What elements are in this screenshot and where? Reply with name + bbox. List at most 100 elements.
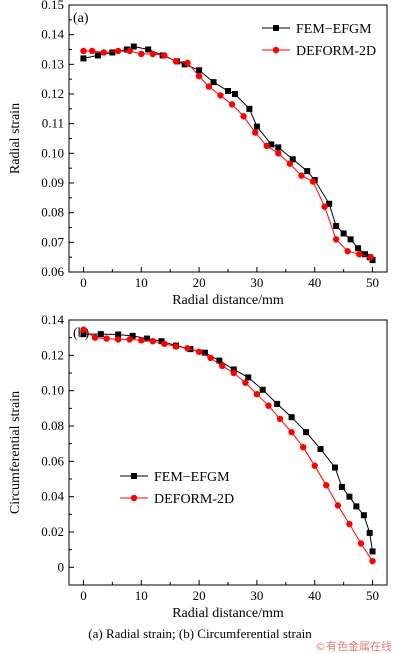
data-point-square: [158, 338, 165, 345]
data-point-circle: [195, 73, 203, 80]
y-tick-label: 0.10: [41, 383, 64, 398]
data-point-circle: [298, 172, 305, 179]
y-tick-label: 0.14: [41, 27, 64, 42]
data-point-circle: [323, 481, 330, 489]
data-point-circle: [126, 47, 133, 55]
data-point-square: [303, 429, 310, 436]
legend-marker-square: [131, 473, 137, 479]
data-point-circle: [299, 444, 307, 451]
y-tick-label: 0.14: [41, 312, 64, 327]
data-point-circle: [334, 502, 342, 509]
data-point-square: [268, 141, 275, 148]
data-point-square: [317, 445, 324, 452]
data-point-square: [347, 236, 354, 243]
data-point-circle: [357, 540, 365, 547]
data-point-circle: [309, 178, 317, 185]
data-point-circle: [184, 345, 191, 352]
y-tick-label: 0: [58, 559, 65, 574]
data-point-square: [355, 245, 362, 252]
data-point-circle: [311, 462, 318, 469]
y-tick-label: 0.02: [41, 524, 64, 539]
figure-caption: (a) Radial strain; (b) Circumferential s…: [88, 626, 312, 641]
data-point-square: [369, 257, 376, 264]
panel-a-chart: 0 10 20 30 40 50 0.06 0.07 0.08 0.09 0.10 0.11 0.12 0…: [8, 0, 388, 308]
data-point-circle: [263, 142, 270, 150]
data-point-circle: [172, 58, 180, 65]
data-point-circle: [286, 160, 294, 167]
data-point-square: [145, 46, 152, 53]
x-tick-label: 20: [193, 588, 206, 603]
data-point-circle: [253, 391, 261, 398]
data-point-circle: [321, 203, 328, 210]
y-tick-label: 0.12: [41, 347, 64, 362]
data-point-square: [362, 251, 369, 258]
data-point-circle: [344, 248, 351, 255]
y-tick-label: 0.08: [41, 205, 64, 220]
data-point-circle: [149, 338, 157, 345]
data-point-circle: [275, 150, 282, 157]
data-point-circle: [161, 52, 168, 59]
x-tick-label: 40: [308, 588, 321, 603]
data-point-square: [246, 105, 253, 112]
data-point-square: [360, 512, 367, 519]
data-point-circle: [114, 47, 122, 55]
data-point-square: [94, 52, 101, 59]
y-tick-label: 0.08: [41, 418, 64, 433]
data-point-circle: [346, 520, 353, 528]
data-point-circle: [276, 415, 284, 423]
legend-label: DEFORM-2D: [296, 44, 376, 59]
data-point-circle: [138, 337, 145, 344]
data-point-square: [288, 414, 295, 421]
y-tick-label: 0.06: [41, 264, 64, 279]
data-point-circle: [195, 348, 203, 355]
data-point-square: [326, 200, 333, 207]
y-tick-label: 0.13: [41, 56, 64, 71]
plot-frame: [68, 319, 388, 586]
data-point-circle: [332, 236, 340, 243]
data-point-circle: [288, 428, 295, 436]
y-tick-label: 0.15: [41, 0, 64, 12]
data-point-square: [225, 88, 231, 95]
x-tick-label: 10: [135, 275, 148, 290]
data-point-circle: [114, 336, 122, 343]
data-point-circle: [126, 336, 133, 343]
y-tick-label: 0.06: [41, 453, 64, 468]
data-point-square: [369, 548, 376, 555]
data-point-square: [144, 335, 151, 342]
data-point-circle: [228, 101, 236, 108]
data-point-square: [340, 230, 347, 237]
legend-label: FEM−EFGM: [296, 22, 372, 37]
data-point-circle: [205, 83, 213, 90]
data-point-square: [353, 503, 360, 510]
x-tick-label: 30: [250, 588, 263, 603]
legend-marker-square: [273, 25, 279, 31]
panel-b-chart: 0 10 20 30 40 50 0 0.02 0.04 0.06 0.08 0.10 0.12 0.14…: [8, 312, 388, 621]
data-point-circle: [219, 362, 226, 370]
data-point-circle: [149, 50, 157, 58]
data-point-square: [304, 168, 311, 175]
data-point-circle: [184, 59, 191, 67]
data-point-circle: [265, 402, 272, 409]
series-line: [83, 45, 373, 261]
data-point-circle: [367, 253, 375, 261]
x-tick-label: 40: [308, 275, 321, 290]
data-point-square: [201, 349, 208, 356]
data-point-square: [109, 49, 116, 56]
x-tick-label: 20: [193, 275, 206, 290]
data-point-square: [289, 156, 296, 163]
data-point-square: [331, 464, 338, 471]
data-point-square: [253, 123, 260, 130]
x-tick-label: 0: [80, 588, 87, 603]
data-point-square: [80, 331, 87, 338]
legend-marker-circle: [272, 46, 280, 54]
legend-label: FEM−EFGM: [154, 470, 230, 485]
y-axis-label: Circumferential strain: [8, 391, 23, 514]
data-point-circle: [138, 50, 145, 58]
y-tick-label: 0.12: [41, 86, 64, 101]
y-tick-label: 0.09: [41, 175, 64, 190]
data-point-square: [129, 332, 136, 339]
data-point-square: [338, 483, 345, 490]
data-point-circle: [369, 557, 376, 565]
series-line: [83, 329, 373, 562]
